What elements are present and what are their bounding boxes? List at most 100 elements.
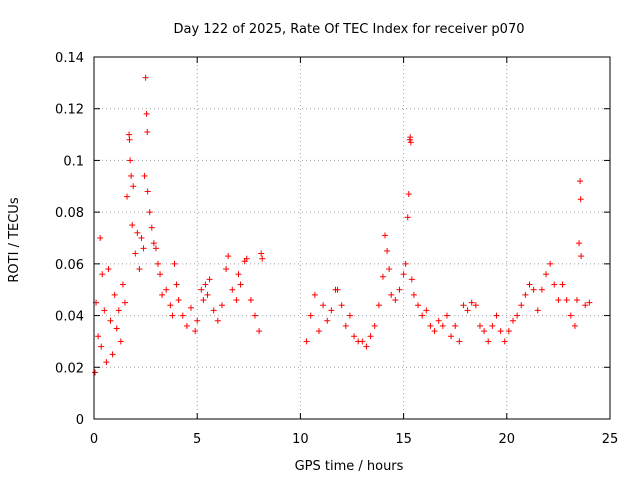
data-point	[109, 351, 116, 358]
y-tick-label: 0.14	[55, 51, 84, 66]
data-point	[194, 317, 201, 324]
data-point	[163, 286, 170, 293]
data-point	[200, 297, 207, 304]
data-point	[456, 338, 463, 345]
data-point	[320, 302, 327, 309]
data-point	[206, 276, 213, 283]
data-point	[427, 322, 434, 329]
data-point	[144, 188, 151, 195]
data-point	[315, 328, 322, 335]
data-point	[379, 273, 386, 280]
data-point	[258, 250, 265, 257]
data-point	[586, 299, 593, 306]
data-point	[386, 266, 393, 273]
data-point	[105, 266, 112, 273]
data-point	[573, 297, 580, 304]
data-point	[402, 260, 409, 267]
data-point	[107, 317, 114, 324]
data-point	[571, 322, 578, 329]
data-point	[247, 297, 254, 304]
data-point	[324, 317, 331, 324]
data-point	[472, 302, 479, 309]
data-point	[384, 247, 391, 254]
data-point	[233, 297, 240, 304]
data-point	[493, 312, 500, 319]
data-point	[92, 369, 99, 376]
data-point	[408, 276, 415, 283]
data-point	[388, 291, 395, 298]
data-point	[543, 271, 550, 278]
data-point	[129, 222, 136, 229]
y-tick-label: 0.12	[55, 103, 84, 118]
data-point	[405, 191, 412, 198]
data-point	[514, 312, 521, 319]
chart-title: Day 122 of 2025, Rate Of TEC Index for r…	[174, 22, 525, 37]
data-point	[251, 312, 258, 319]
data-point	[198, 286, 205, 293]
y-tick-label: 0.04	[55, 310, 84, 325]
data-point	[159, 291, 166, 298]
data-point	[363, 343, 370, 350]
data-point	[443, 312, 450, 319]
data-point	[404, 214, 411, 221]
data-point	[534, 307, 541, 314]
data-point	[113, 325, 120, 332]
data-point	[148, 224, 155, 231]
x-tick-labels: 0 5 10 15 20 25	[90, 432, 618, 447]
data-point	[338, 302, 345, 309]
x-axis-label: GPS time / hours	[295, 459, 404, 474]
data-point	[210, 307, 217, 314]
data-point	[423, 307, 430, 314]
data-point	[140, 245, 147, 252]
data-point	[179, 312, 186, 319]
data-point	[98, 343, 105, 350]
data-point	[169, 312, 176, 319]
data-point	[518, 302, 525, 309]
data-point	[229, 286, 236, 293]
data-point	[530, 286, 537, 293]
data-point	[555, 297, 562, 304]
data-point	[382, 232, 389, 239]
data-point	[126, 131, 133, 138]
data-point	[243, 255, 250, 262]
data-point	[431, 328, 438, 335]
data-point	[150, 240, 157, 247]
data-point	[144, 128, 151, 135]
data-point	[146, 209, 153, 216]
data-point	[235, 271, 242, 278]
data-point	[132, 250, 139, 257]
data-point	[367, 333, 374, 340]
y-tick-label: 0.1	[63, 154, 84, 169]
data-point	[130, 183, 137, 190]
data-point	[171, 260, 178, 267]
data-point	[371, 322, 378, 329]
data-point	[400, 271, 407, 278]
x-tick-label: 25	[602, 432, 619, 447]
y-tick-label: 0	[76, 413, 84, 428]
x-tick-label: 10	[292, 432, 309, 447]
data-point	[407, 139, 414, 146]
data-point	[410, 291, 417, 298]
data-point	[522, 291, 529, 298]
data-point	[225, 253, 232, 260]
data-point	[115, 307, 122, 314]
y-axis-label: ROTI / TECUs	[7, 197, 22, 282]
data-point	[303, 338, 310, 345]
data-point	[359, 338, 366, 345]
data-point	[489, 322, 496, 329]
data-point	[127, 157, 134, 164]
data-point	[142, 74, 149, 81]
data-point	[577, 196, 584, 203]
data-point	[497, 328, 504, 335]
data-point	[136, 266, 143, 273]
data-point	[396, 286, 403, 293]
data-point	[141, 172, 148, 179]
data-point	[464, 307, 471, 314]
data-point	[157, 271, 164, 278]
plot-frame	[93, 56, 611, 420]
data-point	[154, 260, 161, 267]
data-point	[578, 253, 585, 260]
data-point	[501, 338, 508, 345]
data-point	[192, 328, 199, 335]
